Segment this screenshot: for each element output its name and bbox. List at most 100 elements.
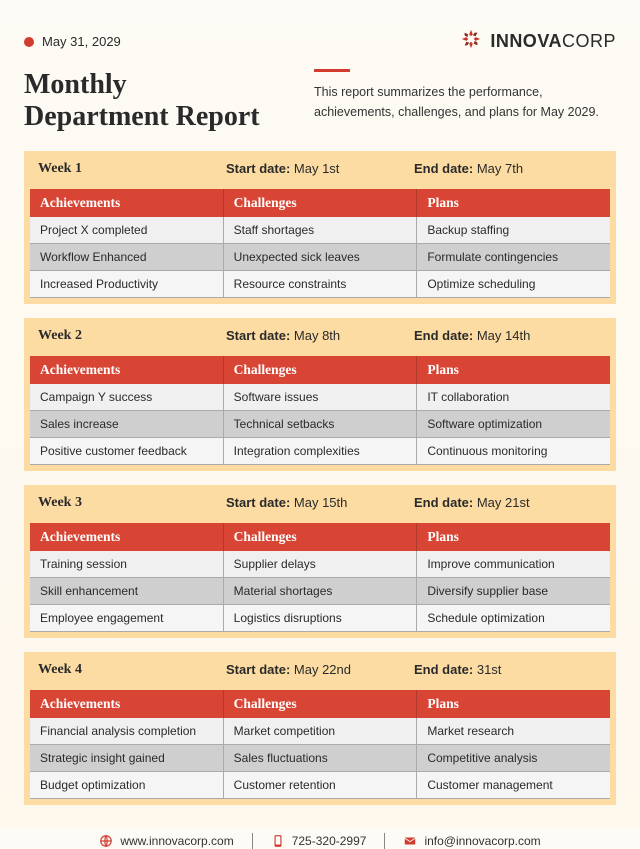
logo-block: INNOVACORP xyxy=(460,28,616,55)
cell-achievement: Workflow Enhanced xyxy=(30,244,224,271)
col-challenges: Challenges xyxy=(224,523,418,551)
cell-achievement: Training session xyxy=(30,551,224,578)
table-row: Project X completedStaff shortagesBackup… xyxy=(30,217,610,244)
table-row: Sales increaseTechnical setbacksSoftware… xyxy=(30,411,610,438)
footer-phone: 725-320-2997 xyxy=(271,834,367,848)
week-header: Week 2Start date: May 8thEnd date: May 1… xyxy=(24,318,616,356)
week-header: Week 3Start date: May 15thEnd date: May … xyxy=(24,485,616,523)
week-table: AchievementsChallengesPlansTraining sess… xyxy=(24,523,616,638)
footer-separator xyxy=(252,833,253,849)
col-plans: Plans xyxy=(417,690,610,718)
report-date: May 31, 2029 xyxy=(42,34,121,49)
report-subtitle: This report summarizes the performance, … xyxy=(314,82,616,122)
week-label: Week 3 xyxy=(38,495,226,511)
week-table: AchievementsChallengesPlansCampaign Y su… xyxy=(24,356,616,471)
cell-achievement: Project X completed xyxy=(30,217,224,244)
cell-achievement: Budget optimization xyxy=(30,772,224,799)
brand-light: CORP xyxy=(562,31,616,51)
footer: www.innovacorp.com 725-320-2997 info@inn… xyxy=(24,819,616,849)
logo-icon xyxy=(460,28,482,55)
cell-plan: Improve communication xyxy=(417,551,610,578)
week-start: Start date: May 8th xyxy=(226,328,414,344)
col-plans: Plans xyxy=(417,356,610,384)
cell-achievement: Increased Productivity xyxy=(30,271,224,298)
title-line2: Department Report xyxy=(24,101,260,132)
cell-challenge: Sales fluctuations xyxy=(224,745,418,772)
week-start: Start date: May 15th xyxy=(226,495,414,511)
cell-challenge: Unexpected sick leaves xyxy=(224,244,418,271)
table-row: Skill enhancementMaterial shortagesDiver… xyxy=(30,578,610,605)
table-row: Strategic insight gainedSales fluctuatio… xyxy=(30,745,610,772)
week-end: End date: 31st xyxy=(414,662,602,678)
page-title: MonthlyDepartment Report xyxy=(24,69,284,133)
cell-achievement: Campaign Y success xyxy=(30,384,224,411)
cell-plan: Competitive analysis xyxy=(417,745,610,772)
cell-plan: Diversify supplier base xyxy=(417,578,610,605)
title-line1: Monthly xyxy=(24,69,127,100)
cell-achievement: Strategic insight gained xyxy=(30,745,224,772)
table-row: Budget optimizationCustomer retentionCus… xyxy=(30,772,610,799)
footer-phone-text: 725-320-2997 xyxy=(292,834,367,848)
table-header-row: AchievementsChallengesPlans xyxy=(30,356,610,384)
cell-plan: Market research xyxy=(417,718,610,745)
week-block: Week 3Start date: May 15thEnd date: May … xyxy=(24,485,616,638)
cell-achievement: Skill enhancement xyxy=(30,578,224,605)
subtitle-block: This report summarizes the performance, … xyxy=(314,69,616,122)
col-challenges: Challenges xyxy=(224,189,418,217)
cell-challenge: Supplier delays xyxy=(224,551,418,578)
col-achievements: Achievements xyxy=(30,690,224,718)
cell-challenge: Resource constraints xyxy=(224,271,418,298)
phone-icon xyxy=(271,834,285,848)
date-block: May 31, 2029 xyxy=(24,34,121,49)
cell-challenge: Software issues xyxy=(224,384,418,411)
cell-plan: Formulate contingencies xyxy=(417,244,610,271)
accent-dot xyxy=(24,37,34,47)
footer-separator xyxy=(384,833,385,849)
table-header-row: AchievementsChallengesPlans xyxy=(30,690,610,718)
week-end: End date: May 7th xyxy=(414,161,602,177)
col-achievements: Achievements xyxy=(30,356,224,384)
col-achievements: Achievements xyxy=(30,189,224,217)
week-label: Week 1 xyxy=(38,161,226,177)
footer-email-text: info@innovacorp.com xyxy=(424,834,540,848)
week-end: End date: May 14th xyxy=(414,328,602,344)
table-row: Increased ProductivityResource constrain… xyxy=(30,271,610,298)
cell-achievement: Financial analysis completion xyxy=(30,718,224,745)
week-label: Week 4 xyxy=(38,662,226,678)
cell-plan: Software optimization xyxy=(417,411,610,438)
footer-website: www.innovacorp.com xyxy=(99,834,233,848)
accent-bar xyxy=(314,69,350,72)
week-block: Week 4Start date: May 22ndEnd date: 31st… xyxy=(24,652,616,805)
cell-plan: Backup staffing xyxy=(417,217,610,244)
footer-email: info@innovacorp.com xyxy=(403,834,540,848)
globe-icon xyxy=(99,834,113,848)
cell-plan: Schedule optimization xyxy=(417,605,610,632)
cell-challenge: Customer retention xyxy=(224,772,418,799)
cell-challenge: Integration complexities xyxy=(224,438,418,465)
mail-icon xyxy=(403,834,417,848)
title-block: MonthlyDepartment Report xyxy=(24,69,284,133)
col-plans: Plans xyxy=(417,523,610,551)
table-row: Financial analysis completionMarket comp… xyxy=(30,718,610,745)
cell-plan: IT collaboration xyxy=(417,384,610,411)
week-header: Week 4Start date: May 22ndEnd date: 31st xyxy=(24,652,616,690)
table-row: Training sessionSupplier delaysImprove c… xyxy=(30,551,610,578)
cell-challenge: Material shortages xyxy=(224,578,418,605)
week-block: Week 1Start date: May 1stEnd date: May 7… xyxy=(24,151,616,304)
table-row: Employee engagementLogistics disruptions… xyxy=(30,605,610,632)
col-challenges: Challenges xyxy=(224,356,418,384)
col-challenges: Challenges xyxy=(224,690,418,718)
cell-challenge: Technical setbacks xyxy=(224,411,418,438)
cell-challenge: Logistics disruptions xyxy=(224,605,418,632)
week-end: End date: May 21st xyxy=(414,495,602,511)
brand-strong: INNOVA xyxy=(490,31,562,51)
week-block: Week 2Start date: May 8thEnd date: May 1… xyxy=(24,318,616,471)
cell-achievement: Positive customer feedback xyxy=(30,438,224,465)
col-achievements: Achievements xyxy=(30,523,224,551)
week-start: Start date: May 22nd xyxy=(226,662,414,678)
cell-plan: Customer management xyxy=(417,772,610,799)
table-row: Workflow EnhancedUnexpected sick leavesF… xyxy=(30,244,610,271)
weeks-container: Week 1Start date: May 1stEnd date: May 7… xyxy=(24,151,616,805)
week-header: Week 1Start date: May 1stEnd date: May 7… xyxy=(24,151,616,189)
week-table: AchievementsChallengesPlansFinancial ana… xyxy=(24,690,616,805)
